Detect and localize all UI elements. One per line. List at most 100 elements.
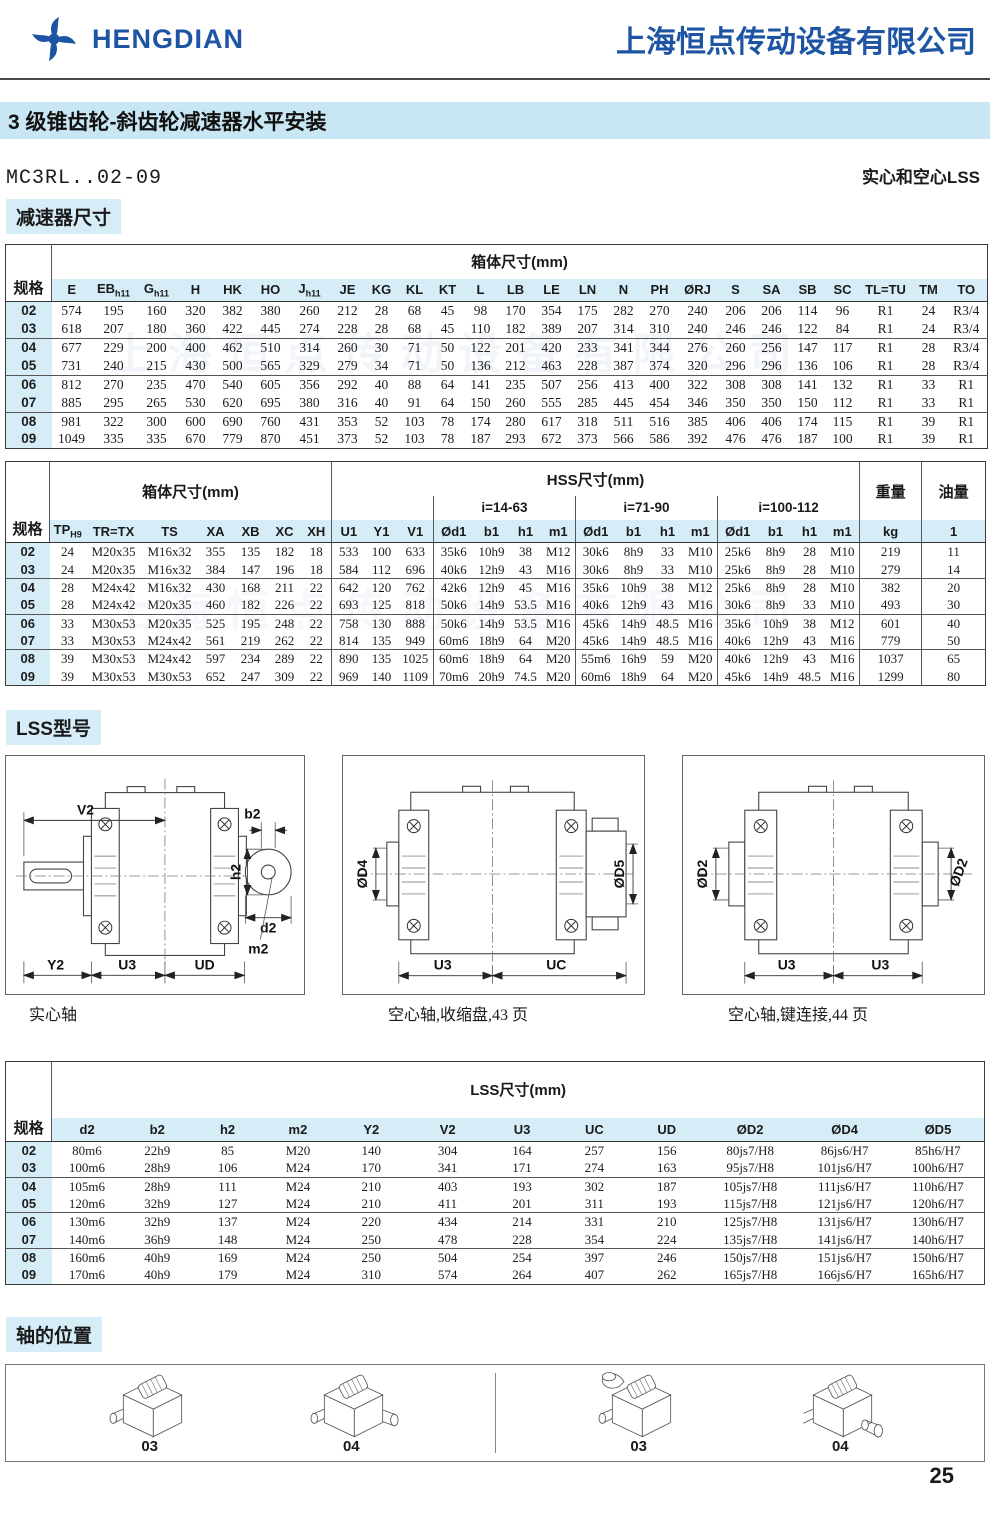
cell: 50 <box>921 632 986 650</box>
ratio-group-2: i=71-90 <box>575 495 718 520</box>
dim-label-d5: ØD5 <box>611 859 627 888</box>
cell: 411 <box>438 1195 458 1211</box>
column-header: TPH9 <box>49 519 86 544</box>
cell: 135 <box>365 649 398 668</box>
cell: 310 <box>649 320 670 336</box>
cell: 170 <box>505 303 526 318</box>
cell: 147 <box>789 337 826 357</box>
cell: 10h9 <box>757 613 794 633</box>
hollow-keyed-drawing: ØD2 ØD2 U3 U3 <box>694 780 973 984</box>
cell: 300 <box>135 411 178 431</box>
table-row: 09 170m6 40h9 179 M24 310 574 264 407 262 165js7/H… <box>5 1266 985 1285</box>
page-title: 3 级锥齿轮-斜齿轮减速器水平安装 <box>0 102 990 139</box>
cell: 12h9 <box>473 578 510 597</box>
cell: 354 <box>541 303 562 318</box>
logo-text: HENGDIAN <box>92 23 245 54</box>
table-row: 08 39 M30x53 M24x42 597 234 289 22 890 135 1025 60m… <box>5 649 986 668</box>
cell: R3/4 <box>953 357 980 373</box>
cell: 187 <box>797 431 818 447</box>
cell: 314 <box>289 337 330 357</box>
cell: 150 <box>470 394 491 410</box>
column-header: XA <box>197 519 234 544</box>
cell: 316 <box>337 394 358 410</box>
cell: 696 <box>405 561 426 577</box>
cell: 260 <box>299 303 320 318</box>
cell: 40k6 <box>575 596 616 615</box>
table-row: 08 981 322 300 600 690 760 431 353 52 103 78 174 280 6… <box>5 411 988 431</box>
cell: R3/4 <box>953 303 980 318</box>
column-header: LE <box>533 278 570 302</box>
cell: 132 <box>825 374 860 394</box>
cell: M24 <box>285 1231 311 1247</box>
cell: 434 <box>409 1212 486 1231</box>
shaft-positions-box: 03 04 03 <box>5 1363 985 1462</box>
position-variant: 03 <box>92 1370 208 1455</box>
cell: 341 <box>605 337 642 357</box>
cell: 228 <box>512 1231 532 1247</box>
cell: 400 <box>641 374 678 394</box>
cell: 71 <box>397 337 432 357</box>
cell: R1 <box>877 394 894 410</box>
cell: 382 <box>222 303 243 318</box>
cell: 812 <box>51 374 92 394</box>
cell: 122 <box>463 337 498 357</box>
cell: 331 <box>558 1212 631 1231</box>
cell: 8h9 <box>765 544 786 560</box>
spec-cell: 07 <box>5 632 50 650</box>
cell: 633 <box>405 544 426 560</box>
cell: M30x53 <box>85 649 142 668</box>
cell: 48.5 <box>651 613 684 633</box>
cell: 40k6 <box>717 649 758 668</box>
cell: 114 <box>797 303 818 318</box>
cell: 24 <box>921 303 936 318</box>
cell: 22 <box>309 668 323 684</box>
cell: 454 <box>649 394 670 410</box>
cell: 24 <box>921 320 936 336</box>
column-header: S <box>717 278 754 302</box>
cell: 601 <box>859 613 922 633</box>
gearbox-iso-04-icon <box>310 1374 399 1438</box>
cell: R1 <box>945 411 988 431</box>
cell: 1049 <box>58 431 85 447</box>
table-row: 05 28 M24x42 M20x35 460 182 226 22 693 125 818 50k6… <box>5 596 986 615</box>
cell: R1 <box>877 320 894 336</box>
cell: 318 <box>569 411 606 431</box>
cell: M16x32 <box>141 578 198 597</box>
cell: 78 <box>431 411 464 431</box>
caption-solid-shaft: 实心轴 <box>29 1007 78 1024</box>
cell: 818 <box>405 597 426 613</box>
cell: 10h9 <box>478 544 505 560</box>
column-header: Y1 <box>365 519 398 544</box>
cell: 296 <box>725 357 746 373</box>
cell: 105js7/H8 <box>702 1176 798 1195</box>
cell: 127 <box>217 1195 238 1211</box>
cell: 45 <box>440 320 455 336</box>
cell: 207 <box>577 320 598 336</box>
cell: 240 <box>687 320 708 336</box>
cell: M20 <box>545 668 571 684</box>
company-name: 上海恒点传动设备有限公司 <box>616 26 976 59</box>
cell: 212 <box>337 303 358 318</box>
cell: 91 <box>407 394 422 410</box>
cell: 100 <box>371 544 392 560</box>
cell: 533 <box>331 542 366 561</box>
cell: 779 <box>859 632 922 650</box>
dim-label-u3-right: U3 <box>871 957 889 973</box>
column-header: SC <box>825 278 860 302</box>
cell: 14h9 <box>473 613 510 633</box>
cell: 33 <box>61 633 74 649</box>
column-header: KT <box>431 278 464 302</box>
cell: 171 <box>512 1160 532 1176</box>
cell: 50k6 <box>433 596 474 615</box>
cell: 22 <box>301 578 332 597</box>
cell: 262 <box>274 633 295 649</box>
cell: 8h9 <box>623 544 644 560</box>
lss-dimensions-table: 规格 LSS尺寸(mm) d2 b2 h2 m2 Y2 V2 U3 UC UD ØD2 ØD4 ØD5… <box>5 1061 985 1285</box>
cell: 106 <box>217 1160 238 1176</box>
cell: 122 <box>797 320 818 336</box>
cell: 380 <box>260 303 281 318</box>
cell: 48.5 <box>798 668 821 684</box>
cell: 174 <box>463 411 498 431</box>
cell: 169 <box>192 1247 263 1267</box>
cell: 200 <box>135 337 178 357</box>
